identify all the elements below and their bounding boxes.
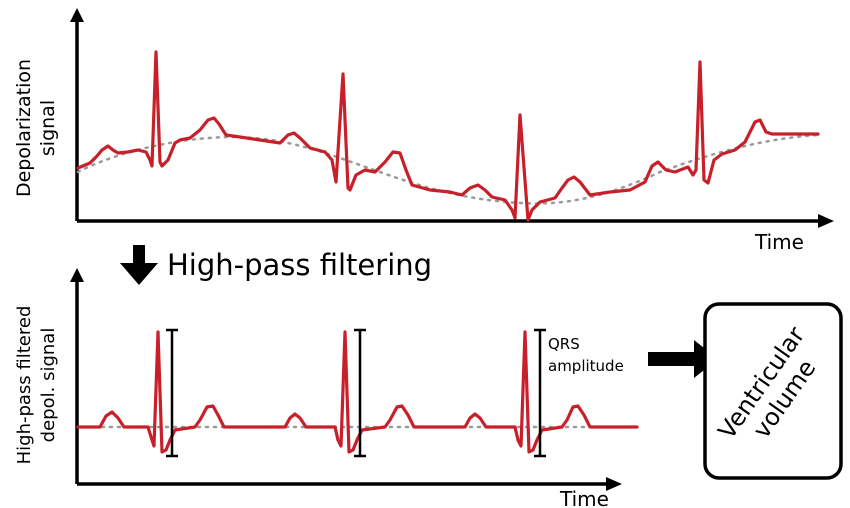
bottom-y-axis-label-line2: depol. signal [38, 328, 59, 443]
qrs-label-line2: amplitude [548, 357, 624, 375]
qrs-amplitude-bar-3 [534, 328, 546, 458]
top-y-axis-arrowhead [70, 8, 84, 22]
filter-step-label: High-pass filtering [167, 248, 432, 282]
top-x-axis-arrowhead [818, 214, 834, 228]
right-arrow-icon [648, 340, 718, 378]
top-y-axis-label-line2: signal [37, 100, 59, 156]
bottom-y-axis-arrowhead [70, 268, 84, 282]
bottom-x-axis-label: Time [559, 487, 609, 508]
top-x-axis-label: Time [754, 230, 804, 254]
output-arrow [648, 340, 718, 378]
bottom-x-axis-arrowhead [606, 477, 622, 491]
top-panel: Depolarization signal Time [13, 8, 834, 254]
down-arrow-icon [120, 245, 158, 285]
qrs-amplitude-bar-2 [354, 328, 366, 458]
bottom-panel: QRS amplitude High-pass filtered depol. … [14, 268, 639, 508]
top-ecg-trace [76, 50, 820, 222]
qrs-amplitude-bar-1 [166, 328, 178, 458]
output-box-frame [703, 302, 843, 480]
bottom-ecg-trace [76, 330, 639, 454]
qrs-label-line1: QRS [548, 335, 580, 353]
bottom-y-axis-label-line1: High-pass filtered [14, 306, 35, 465]
top-y-axis-label-line1: Depolarization [13, 59, 35, 197]
filter-step: High-pass filtering [120, 245, 432, 285]
ventricular-volume-box: Ventricular volume [703, 302, 843, 480]
